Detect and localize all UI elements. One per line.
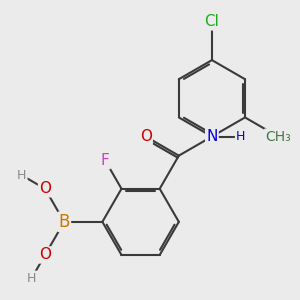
- Text: F: F: [101, 153, 110, 168]
- Text: H: H: [236, 130, 245, 143]
- Text: O: O: [39, 181, 51, 196]
- Text: N: N: [206, 129, 218, 144]
- Text: Cl: Cl: [205, 14, 219, 29]
- Text: H: H: [17, 169, 27, 182]
- Text: H: H: [27, 272, 36, 285]
- Text: B: B: [58, 213, 70, 231]
- Text: O: O: [140, 129, 152, 144]
- Text: O: O: [39, 248, 51, 262]
- Text: CH₃: CH₃: [265, 130, 291, 143]
